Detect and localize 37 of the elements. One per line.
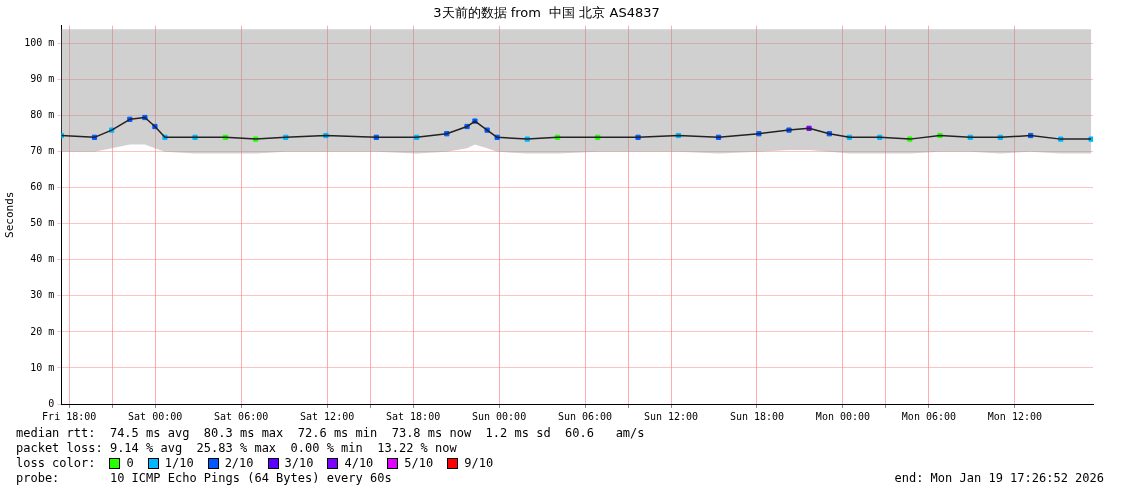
text: packet loss: 9.14 % avg 25.83 % max 0.00 % min 13.22 % now bbox=[16, 441, 458, 456]
legend-label: 3/10 bbox=[284, 456, 314, 471]
text: median rtt: 74.5 ms avg 80.3 ms max 72.6 ms min 73.8 ms now 1.2 ms sd 60.6 am/s bbox=[16, 426, 646, 441]
chart-title: 3天前的数据 from 中国 北京 AS4837 bbox=[433, 5, 660, 21]
y-tick-label: 20 m bbox=[30, 325, 55, 337]
y-tick-label: 60 m bbox=[30, 181, 55, 193]
y-tick-label: 90 m bbox=[30, 73, 55, 85]
y-tick-label: 30 m bbox=[30, 289, 55, 301]
x-tick-label: Sat 18:00 bbox=[385, 410, 441, 422]
x-tick-label: Sat 06:00 bbox=[214, 410, 269, 422]
x-tick-label: Fri 18:00 bbox=[42, 410, 97, 422]
x-tick-label: Sun 06:00 bbox=[557, 410, 613, 422]
x-tick-label: Mon 12:00 bbox=[987, 410, 1042, 422]
y-tick-label: 70 m bbox=[30, 145, 55, 157]
y-tick-label: 10 m bbox=[30, 361, 55, 373]
legend-label: 4/10 bbox=[344, 456, 374, 471]
x-tick-label: Sat 12:00 bbox=[300, 410, 355, 422]
y-tick-label: 100 m bbox=[24, 37, 55, 49]
x-tick-label: Sat 00:00 bbox=[128, 410, 183, 422]
x-tick-label: Sun 00:00 bbox=[471, 410, 527, 422]
text: probe: 10 ICMP Echo Pings (64 Bytes) every 60s bbox=[16, 471, 392, 486]
legend-title: loss color: bbox=[16, 456, 96, 471]
y-tick-label: 40 m bbox=[30, 253, 55, 265]
x-tick-label: Sun 18:00 bbox=[729, 410, 785, 422]
y-axis-title: Seconds bbox=[3, 191, 17, 238]
legend-label: 1/10 bbox=[164, 456, 194, 471]
x-tick-label: Mon 00:00 bbox=[815, 410, 871, 422]
text: end: Mon Jan 19 17:26:52 2026 bbox=[894, 471, 1104, 486]
x-tick-label: Sun 12:00 bbox=[643, 410, 699, 422]
legend-label: 0 bbox=[126, 456, 134, 471]
y-tick-label: 50 m bbox=[30, 217, 55, 229]
legend-label: 9/10 bbox=[464, 456, 494, 471]
legend-label: 2/10 bbox=[224, 456, 254, 471]
y-tick-label: 0 bbox=[48, 397, 55, 409]
legend-label: 5/10 bbox=[404, 456, 434, 471]
x-tick-label: Mon 06:00 bbox=[901, 410, 957, 422]
y-tick-label: 80 m bbox=[30, 109, 55, 121]
